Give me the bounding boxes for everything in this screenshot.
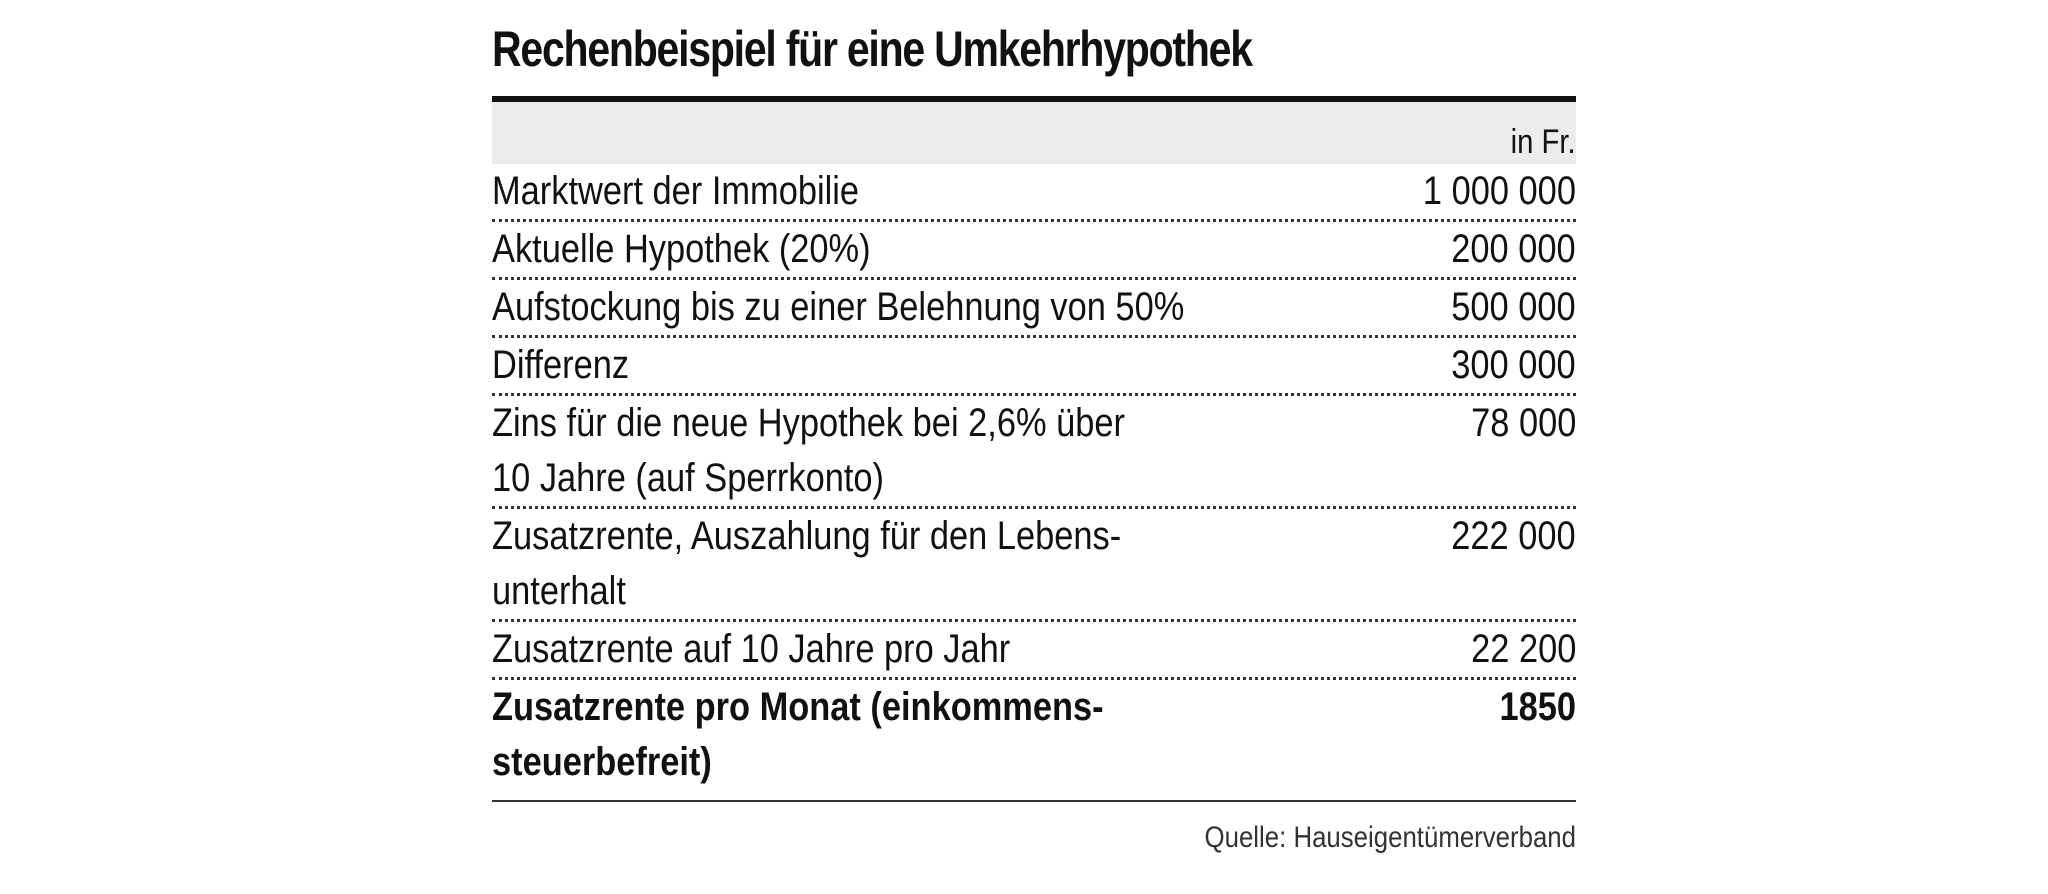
table-row: Aktuelle Hypothek (20%) 200 000 [492,222,1576,280]
row-value: 500 000 [1451,285,1576,329]
title-rule [492,96,1576,102]
row-label: Zins für die neue Hypothek bei 2,6% über… [492,401,1125,500]
table-row-total: Zusatzrente pro Monat (einkommens­steuer… [492,680,1576,790]
table-figure: Rechenbeispiel für eine Umkehrhypothek i… [492,18,1576,858]
row-label: Zusatzrente auf 10 Jahre pro Jahr [492,627,1011,671]
source-note: Quelle: Hauseigentümerverband [1204,821,1576,854]
total-label: Zusatzrente pro Monat (einkommens­steuer… [492,685,1104,784]
row-label: Zusatzrente, Auszahlung für den Lebens­u… [492,514,1122,613]
row-value: 200 000 [1451,227,1576,271]
row-value: 1 000 000 [1422,169,1576,213]
table-row: Aufstockung bis zu einer Belehnung von 5… [492,280,1576,338]
data-table: Marktwert der Immobilie 1 000 000 Aktuel… [492,164,1576,790]
total-value: 1850 [1499,685,1576,729]
row-value: 78 000 [1470,401,1576,445]
row-label: Differenz [492,343,630,387]
table-row: Zins für die neue Hypothek bei 2,6% über… [492,396,1576,509]
table-row: Marktwert der Immobilie 1 000 000 [492,164,1576,222]
row-label: Aufstockung bis zu einer Belehnung von 5… [492,285,1185,329]
row-value: 222 000 [1451,514,1576,558]
table-row: Differenz 300 000 [492,338,1576,396]
table-row: Zusatzrente, Auszahlung für den Lebens­u… [492,509,1576,622]
row-value: 300 000 [1451,343,1576,387]
row-label: Marktwert der Immobilie [492,169,860,213]
row-value: 22 200 [1470,627,1576,671]
bottom-rule [492,800,1576,802]
table-row: Zusatzrente auf 10 Jahre pro Jahr 22 200 [492,622,1576,680]
row-label: Aktuelle Hypothek (20%) [492,227,871,271]
figure-title: Rechenbeispiel für eine Umkehrhypothek [492,21,1253,77]
unit-header: in Fr. [492,102,1576,164]
unit-label: in Fr. [1511,123,1576,161]
